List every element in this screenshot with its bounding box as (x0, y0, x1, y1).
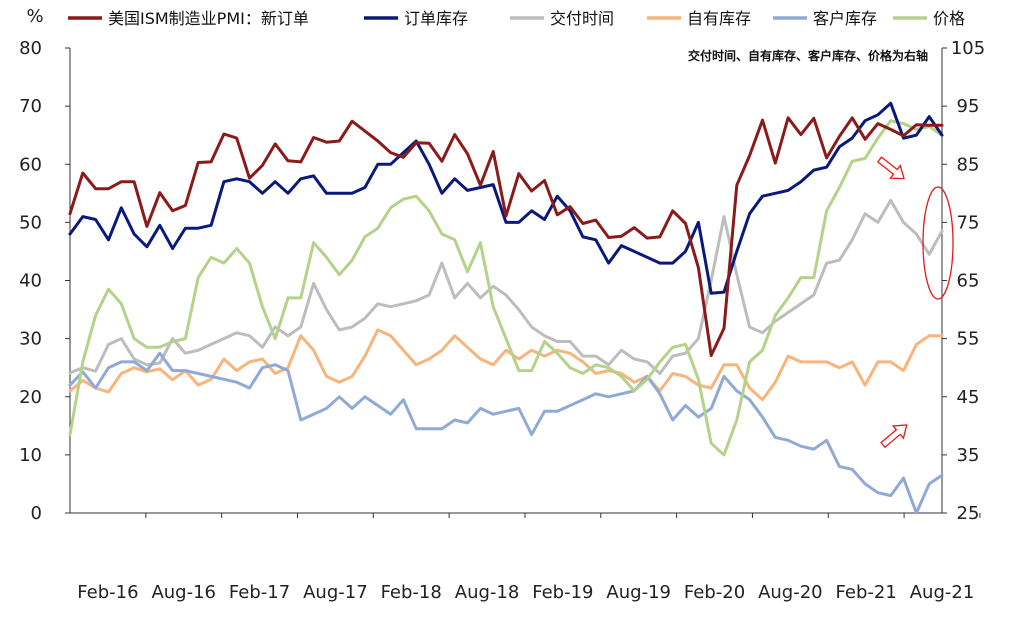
left-tick-label: 0 (31, 503, 42, 524)
x-tick-label: Feb-17 (229, 582, 290, 603)
left-tick-label: 60 (19, 154, 42, 175)
legend-label: 交付时间 (550, 9, 614, 28)
right-tick-label: 25 (957, 503, 980, 524)
series-line (68, 101, 944, 295)
right-tick-label: 85 (957, 154, 980, 175)
axis-note: 交付时间、自有库存、客户库存、价格为右轴 (688, 48, 928, 63)
left-tick-label: 50 (19, 212, 42, 233)
series-line (68, 198, 944, 375)
x-tick-label: Aug-20 (758, 582, 823, 603)
left-tick-label: 10 (19, 445, 42, 466)
legend-label: 美国ISM制造业PMI：新订单 (108, 9, 309, 28)
right-tick-label: 75 (957, 212, 980, 233)
x-tick-label: Feb-19 (532, 582, 593, 603)
legend-label: 自有库存 (687, 9, 751, 28)
x-tick-label: Aug-19 (606, 582, 671, 603)
legend-label: 客户库存 (813, 9, 877, 28)
x-tick-label: Aug-17 (303, 582, 368, 603)
series-line (68, 351, 944, 515)
left-unit-label: % (26, 6, 43, 27)
x-tick-label: Feb-20 (684, 582, 745, 603)
legend-label: 价格 (933, 9, 965, 28)
annotations (876, 156, 954, 449)
x-tick-label: Feb-21 (836, 582, 897, 603)
right-tick-label: 55 (957, 329, 980, 350)
right-tick-label: 45 (957, 387, 980, 408)
x-tick-label: Feb-18 (381, 582, 442, 603)
right-tick-label: 95 (957, 96, 980, 117)
x-tick-label: Aug-16 (151, 582, 216, 603)
left-tick-label: 80 (19, 38, 42, 59)
right-tick-label: 35 (957, 445, 980, 466)
x-tick-label: Aug-18 (455, 582, 520, 603)
up-arrow-icon (880, 424, 908, 449)
right-tick-label: 105 (951, 38, 985, 59)
x-tick-label: Aug-21 (910, 582, 975, 603)
left-tick-label: 40 (19, 271, 42, 292)
x-tick-label: Feb-16 (77, 582, 138, 603)
legend: 美国ISM制造业PMI：新订单 订单库存 交付时间 自有库存 客户库存 价格 (68, 9, 965, 28)
legend-label: 订单库存 (404, 9, 468, 28)
highlight-ellipse (922, 186, 954, 300)
series-line (68, 328, 944, 402)
series-line (68, 119, 944, 457)
right-tick-label: 65 (957, 271, 980, 292)
down-arrow-icon (876, 156, 905, 180)
plot-area (68, 101, 944, 515)
left-tick-label: 20 (19, 387, 42, 408)
series-line (68, 116, 944, 357)
left-tick-label: 70 (19, 96, 42, 117)
left-tick-label: 30 (19, 329, 42, 350)
axes: 0 10 20 30 40 50 60 70 80 25 35 45 55 65 75 85 95 105% Feb… (19, 6, 985, 603)
